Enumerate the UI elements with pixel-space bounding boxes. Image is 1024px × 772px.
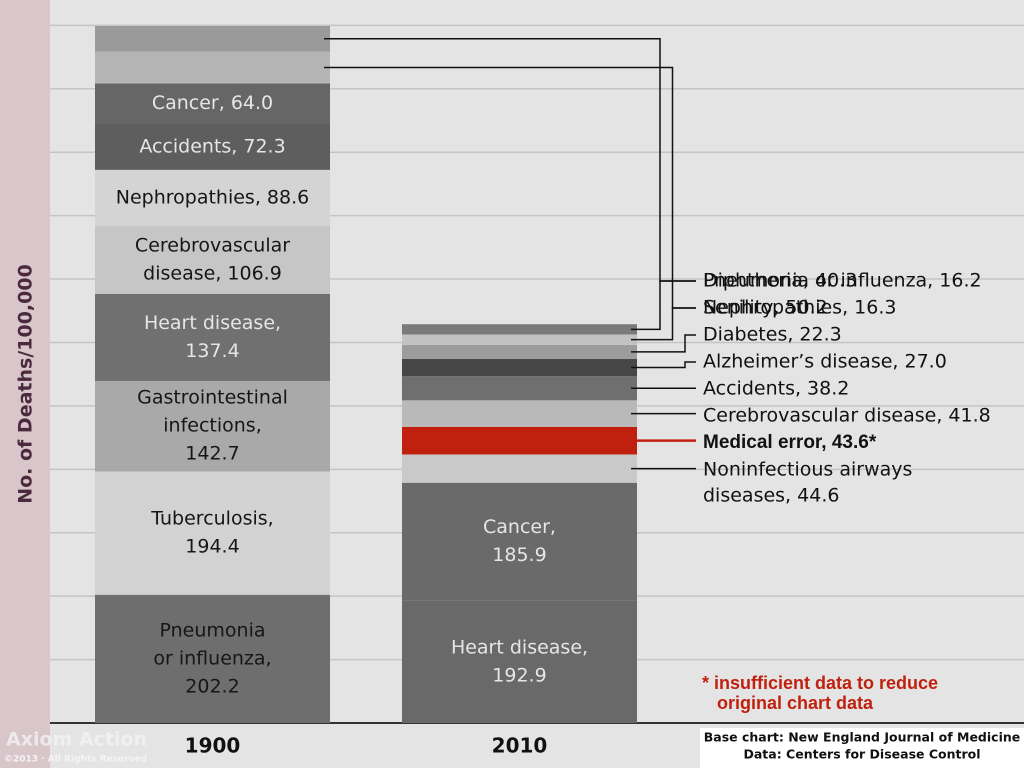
segment-label: or influenza, bbox=[153, 647, 271, 669]
bar-segment bbox=[402, 426, 637, 455]
bar-segment bbox=[95, 26, 330, 52]
source-line: Data: Centers for Disease Control bbox=[743, 747, 980, 762]
bar-segment bbox=[402, 324, 637, 335]
bar-segment bbox=[95, 226, 330, 294]
bar-segment bbox=[402, 358, 637, 377]
segment-label: 202.2 bbox=[185, 675, 239, 697]
source-line: Base chart: New England Journal of Medic… bbox=[704, 730, 1020, 745]
segment-label: Cancer, 64.0 bbox=[152, 92, 273, 114]
bar-segment bbox=[402, 344, 637, 359]
segment-label: disease, 106.9 bbox=[143, 262, 282, 284]
segment-label: Heart disease, bbox=[451, 636, 588, 658]
segment-label: Nephropathies, 88.6 bbox=[116, 186, 309, 208]
bar-segment bbox=[402, 454, 637, 483]
segment-label: Senility, 50.2 bbox=[703, 297, 828, 319]
segment-label: infections, bbox=[163, 415, 261, 437]
bar-segment bbox=[402, 400, 637, 427]
segment-label: Tuberculosis, bbox=[150, 508, 273, 530]
segment-label: 192.9 bbox=[492, 664, 546, 686]
leader-line bbox=[631, 307, 696, 341]
bar-segment bbox=[95, 380, 330, 472]
source-box bbox=[700, 728, 1024, 768]
leader-line bbox=[631, 361, 696, 369]
copyright: ©2013 · All Rights Reserved bbox=[4, 755, 147, 765]
x-tick-label: 1900 bbox=[185, 734, 241, 758]
bar-segment bbox=[95, 83, 330, 124]
segment-label: Pneumonia or influenza, 16.2 bbox=[703, 270, 982, 292]
segment-label: Gastrointestinal bbox=[137, 387, 288, 409]
bar-segment bbox=[402, 334, 637, 345]
bar-segment bbox=[402, 482, 637, 601]
bar-segment bbox=[95, 169, 330, 227]
leader-line bbox=[631, 334, 696, 353]
segment-label: Cerebrovascular disease, 41.8 bbox=[703, 405, 991, 427]
x-tick-label: 2010 bbox=[492, 734, 548, 758]
footnote: original chart data bbox=[717, 693, 874, 713]
segment-label: diseases, 44.6 bbox=[703, 485, 839, 507]
segment-label: Accidents, 72.3 bbox=[139, 135, 285, 157]
segment-label: 194.4 bbox=[185, 536, 239, 558]
y-axis-label: No. of Deaths/100,000 bbox=[15, 264, 37, 504]
segment-label: Pneumonia bbox=[160, 619, 266, 641]
segment-label: Diabetes, 22.3 bbox=[703, 324, 842, 346]
bar-segment bbox=[402, 600, 637, 723]
bar-segment bbox=[402, 376, 637, 401]
watermark: Axiom Action bbox=[6, 729, 147, 751]
bar-segment bbox=[95, 293, 330, 381]
segment-label: 185.9 bbox=[492, 544, 546, 566]
bar-segment bbox=[95, 51, 330, 84]
segment-label: Noninfectious airways bbox=[703, 459, 912, 481]
segment-label: Medical error, 43.6* bbox=[703, 432, 877, 453]
segment-label: Diphtheria, 40.3 bbox=[703, 270, 857, 292]
bar-segment bbox=[95, 123, 330, 170]
segment-label: Nephropathies, 16.3 bbox=[703, 297, 896, 319]
segment-label: Cancer, bbox=[483, 516, 556, 538]
side-panel bbox=[0, 0, 50, 768]
bar-segment bbox=[95, 471, 330, 595]
segment-label: Cerebrovascular bbox=[135, 234, 290, 256]
bar-segment bbox=[95, 594, 330, 723]
leader-line bbox=[631, 280, 696, 331]
segment-label: Heart disease, bbox=[144, 312, 281, 334]
segment-label: Accidents, 38.2 bbox=[703, 378, 849, 400]
segment-label: Alzheimer’s disease, 27.0 bbox=[703, 351, 947, 373]
segment-label: 142.7 bbox=[185, 443, 239, 465]
footnote: * insufficient data to reduce bbox=[702, 673, 938, 693]
segment-label: 137.4 bbox=[185, 340, 239, 362]
